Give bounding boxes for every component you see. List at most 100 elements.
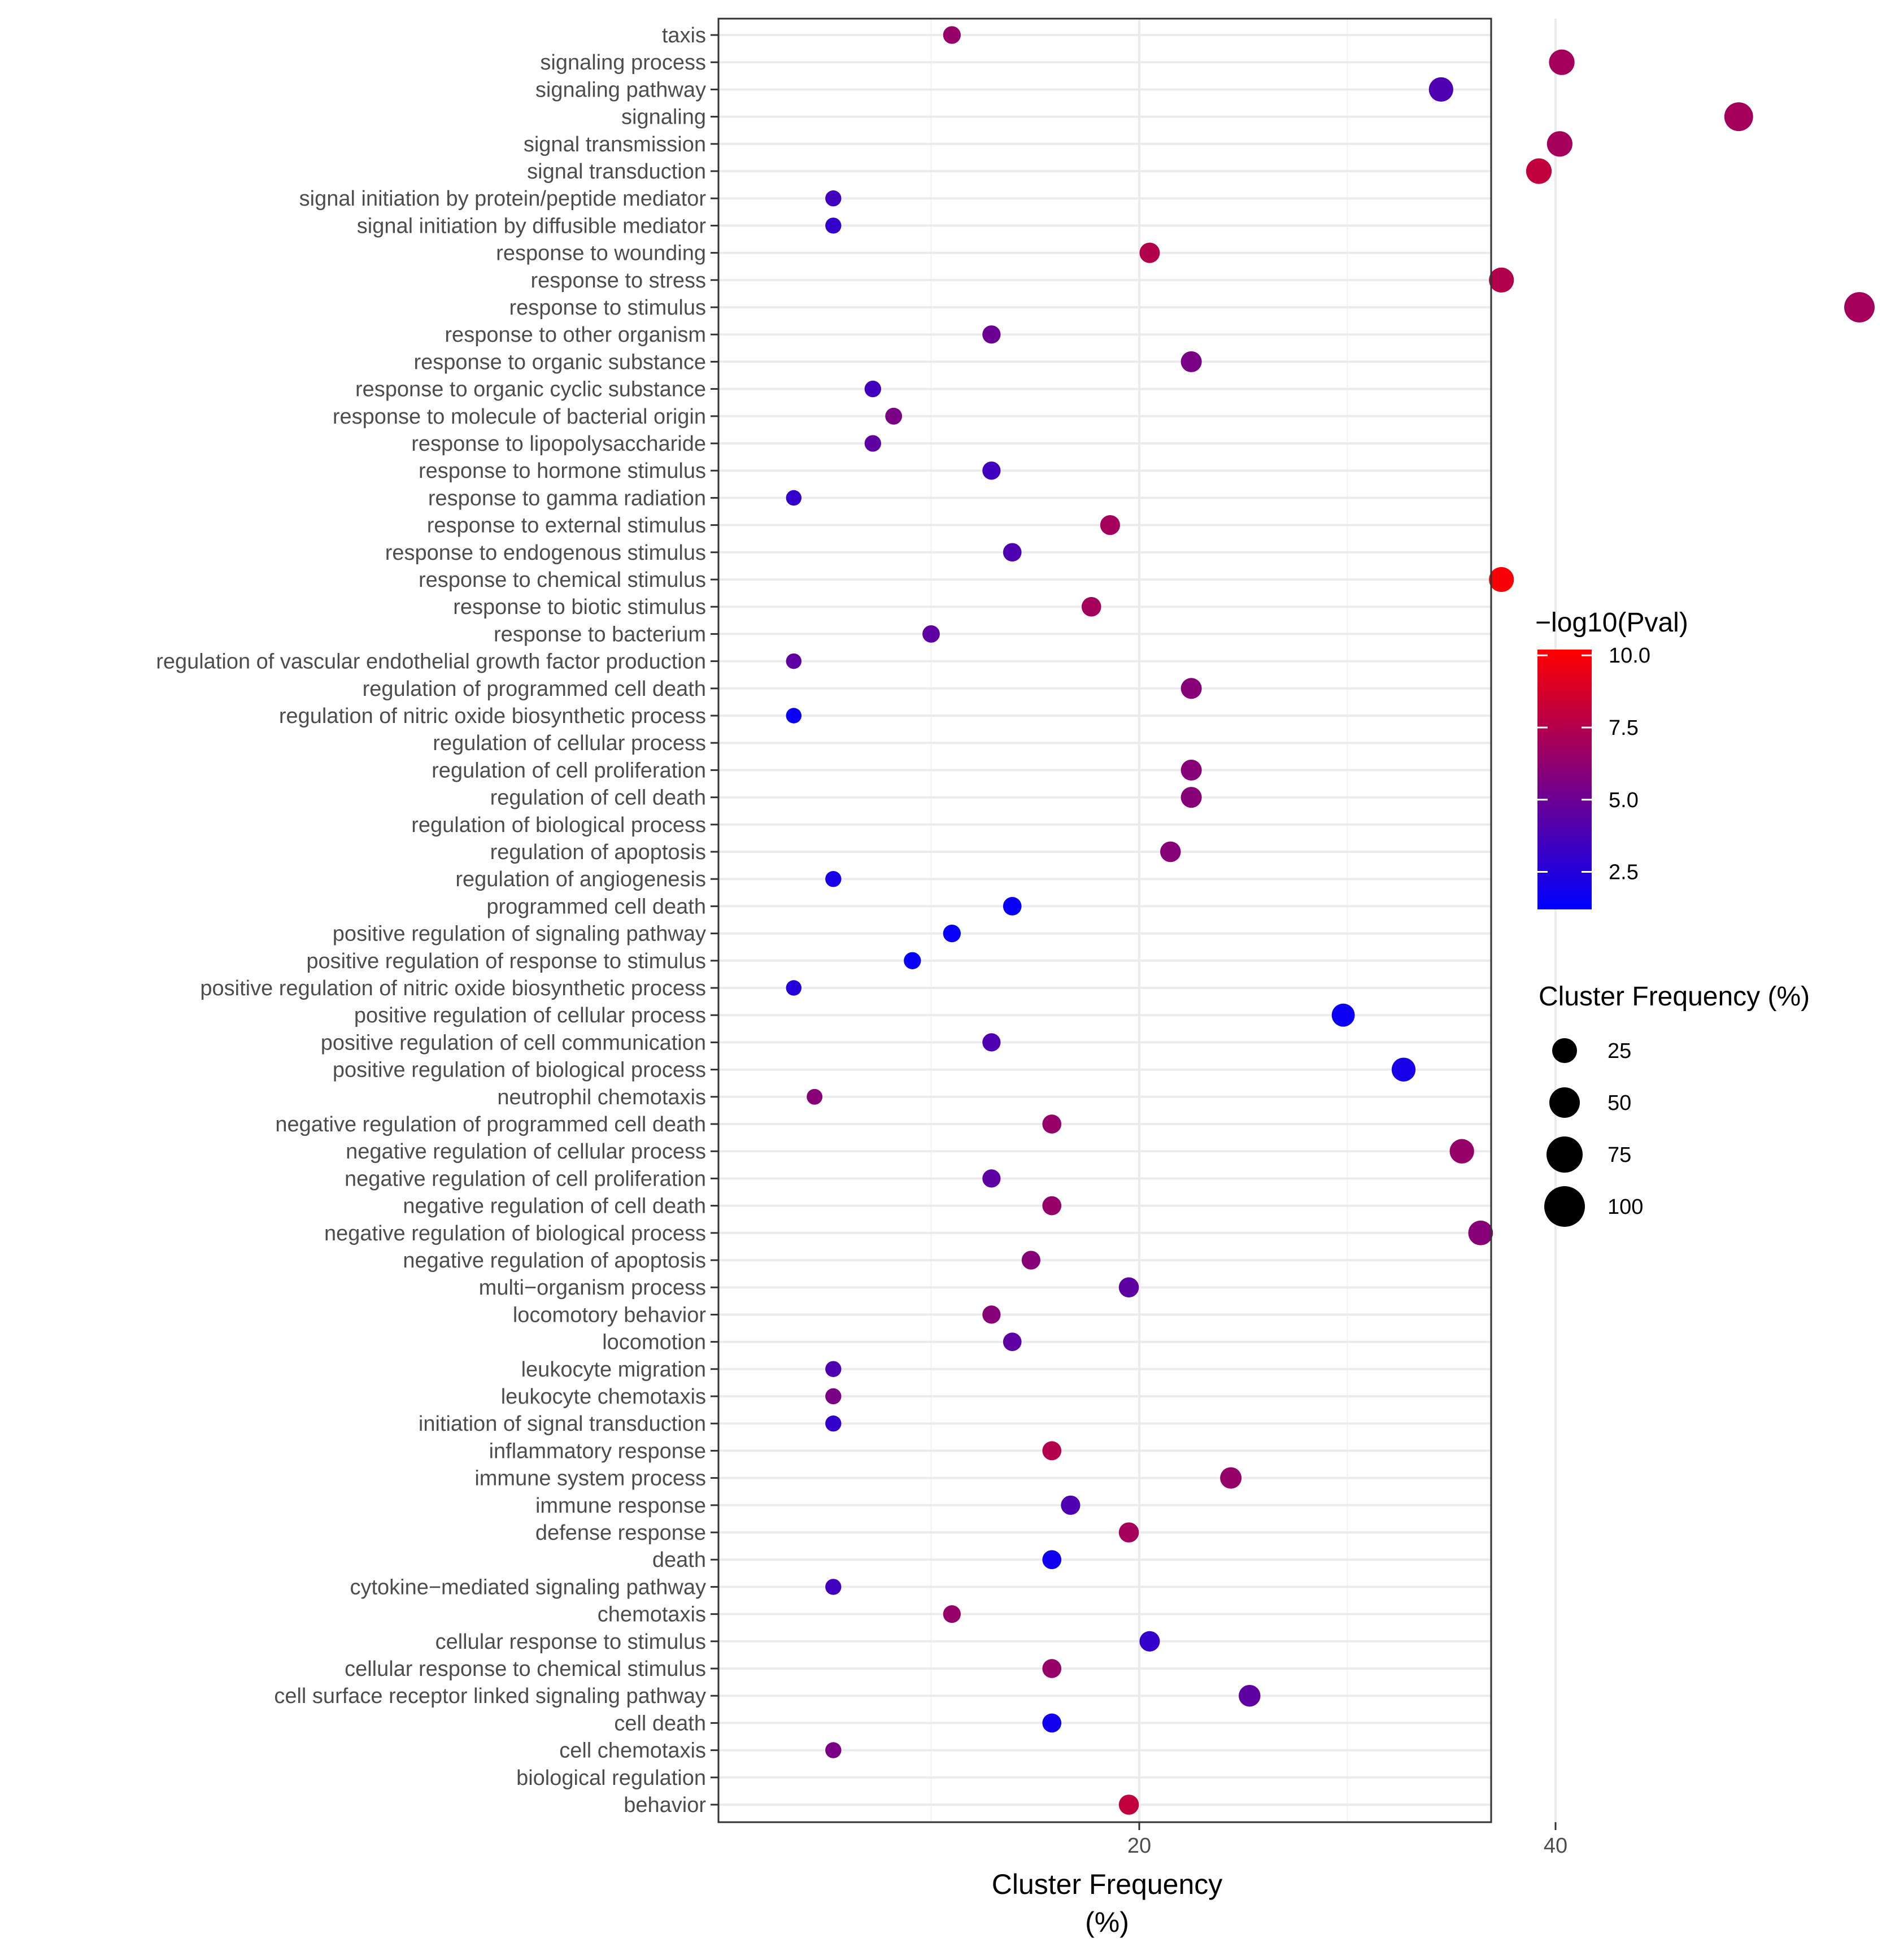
data-point	[1331, 1003, 1355, 1027]
plot-panel-border	[717, 18, 1492, 1823]
data-point	[825, 871, 842, 887]
data-point	[1139, 242, 1160, 263]
size-legend-key	[1544, 1186, 1585, 1227]
data-point	[1003, 897, 1022, 916]
y-tick-label: response to endogenous stimulus	[385, 541, 706, 565]
data-point	[825, 1742, 842, 1758]
data-point	[786, 490, 802, 506]
y-tick-label: cellular response to chemical stimulus	[345, 1657, 706, 1681]
data-point	[1061, 1495, 1081, 1515]
y-tick-label: cell surface receptor linked signaling p…	[274, 1684, 706, 1708]
y-tick-label: signal initiation by protein/peptide med…	[299, 187, 707, 211]
data-point	[1042, 1659, 1062, 1678]
size-legend-label: 50	[1608, 1091, 1631, 1115]
size-legend-label: 75	[1608, 1143, 1631, 1167]
y-tick-label: negative regulation of programmed cell d…	[275, 1113, 706, 1136]
data-point	[825, 190, 842, 207]
color-bar-ticks: 2.5 5.0 7.5 10.0	[1537, 644, 1650, 885]
y-tick-label: positive regulation of biological proces…	[333, 1059, 706, 1082]
data-point	[1003, 1332, 1022, 1351]
data-point	[864, 435, 881, 452]
data-point	[1118, 1277, 1139, 1297]
size-legend-label: 100	[1608, 1195, 1643, 1219]
data-point	[786, 708, 802, 724]
data-point	[943, 26, 961, 44]
color-bar-tick-label: 2.5	[1609, 861, 1639, 885]
y-tick-label: positive regulation of nitric oxide bios…	[200, 977, 706, 1000]
color-legend: −log10(Pval) 2.5 5.0 7.5 10.0	[1535, 608, 1688, 909]
data-point	[1489, 267, 1514, 293]
y-tick-label: response to stimulus	[509, 296, 707, 320]
data-point	[885, 407, 903, 425]
y-tick-label: regulation of cellular process	[433, 731, 706, 755]
data-point	[1042, 1441, 1062, 1461]
data-point	[1468, 1220, 1493, 1245]
data-point	[922, 625, 940, 643]
y-tick-label: programmed cell death	[486, 895, 706, 918]
data-point	[825, 1415, 842, 1432]
y-tick-label: positive regulation of signaling pathway	[333, 922, 706, 946]
color-bar-tick-label: 7.5	[1609, 716, 1639, 740]
data-point	[982, 325, 1001, 344]
y-tick-label: positive regulation of response to stimu…	[306, 949, 706, 973]
y-tick-label: response to hormone stimulus	[419, 459, 706, 483]
y-tick-label: cytokine−mediated signaling pathway	[350, 1575, 706, 1599]
y-tick-label: response to external stimulus	[427, 514, 706, 538]
data-point	[982, 1169, 1001, 1188]
plot-panel	[718, 19, 1491, 1822]
x-axis-title-unit: (%)	[1085, 1906, 1129, 1938]
x-tick-label: 40	[1544, 1834, 1567, 1858]
y-tick-label: regulation of angiogenesis	[455, 868, 706, 891]
data-point	[1003, 543, 1022, 562]
y-tick-label: negative regulation of cellular process	[346, 1140, 706, 1164]
data-point	[1220, 1467, 1242, 1489]
size-legend-key	[1552, 1038, 1577, 1063]
data-point	[1100, 515, 1120, 535]
y-tick-label: signal transmission	[524, 133, 706, 156]
y-tick-label: signal transduction	[527, 160, 706, 184]
y-tick-label: response to stress	[531, 269, 706, 293]
y-tick-label: immune system process	[474, 1467, 706, 1491]
data-point	[1180, 678, 1202, 699]
data-point	[1180, 351, 1202, 372]
y-tick-label: cellular response to stimulus	[435, 1630, 706, 1654]
data-point	[786, 653, 802, 669]
data-point	[1118, 1795, 1139, 1815]
x-axis-title: Cluster Frequency	[992, 1868, 1223, 1900]
y-tick-label: locomotion	[602, 1331, 706, 1354]
y-tick-label: response to organic substance	[413, 350, 706, 374]
y-tick-label: negative regulation of cell proliferatio…	[345, 1167, 706, 1191]
y-tick-label: chemotaxis	[598, 1603, 706, 1627]
y-tick-label: cell death	[614, 1711, 706, 1735]
y-axis: taxis signaling process signaling pathway s…	[156, 24, 718, 1817]
data-point	[943, 1605, 961, 1623]
y-tick-label: response to biotic stimulus	[453, 595, 706, 619]
size-legend-key	[1547, 1136, 1583, 1173]
y-tick-label: positive regulation of cellular process	[354, 1004, 706, 1027]
data-point	[1021, 1251, 1040, 1270]
data-point	[1239, 1684, 1261, 1707]
data-point	[1042, 1196, 1062, 1216]
y-tick-label: regulation of vascular endothelial growt…	[156, 650, 706, 674]
size-legend-title: Cluster Frequency (%)	[1539, 982, 1810, 1012]
data-points	[786, 26, 1875, 1815]
y-tick-label: response to gamma radiation	[428, 486, 706, 510]
color-bar-tick-label: 10.0	[1609, 644, 1650, 668]
data-point	[1081, 596, 1101, 617]
y-tick-label: taxis	[662, 24, 706, 47]
y-tick-label: immune response	[535, 1494, 706, 1518]
data-point	[1042, 1114, 1062, 1134]
data-point	[982, 1305, 1001, 1324]
y-tick-label: regulation of apoptosis	[490, 840, 706, 864]
y-tick-label: leukocyte migration	[521, 1358, 706, 1382]
y-tick-label: response to chemical stimulus	[419, 568, 706, 592]
y-tick-label: leukocyte chemotaxis	[501, 1385, 706, 1409]
y-tick-label: negative regulation of biological proces…	[324, 1222, 706, 1245]
data-point	[1428, 77, 1453, 102]
y-tick-label: regulation of biological process	[411, 813, 706, 837]
y-tick-label: defense response	[535, 1521, 706, 1545]
data-point	[982, 461, 1001, 480]
data-point	[825, 1361, 842, 1377]
data-point	[982, 1033, 1001, 1052]
data-point	[1160, 841, 1181, 863]
